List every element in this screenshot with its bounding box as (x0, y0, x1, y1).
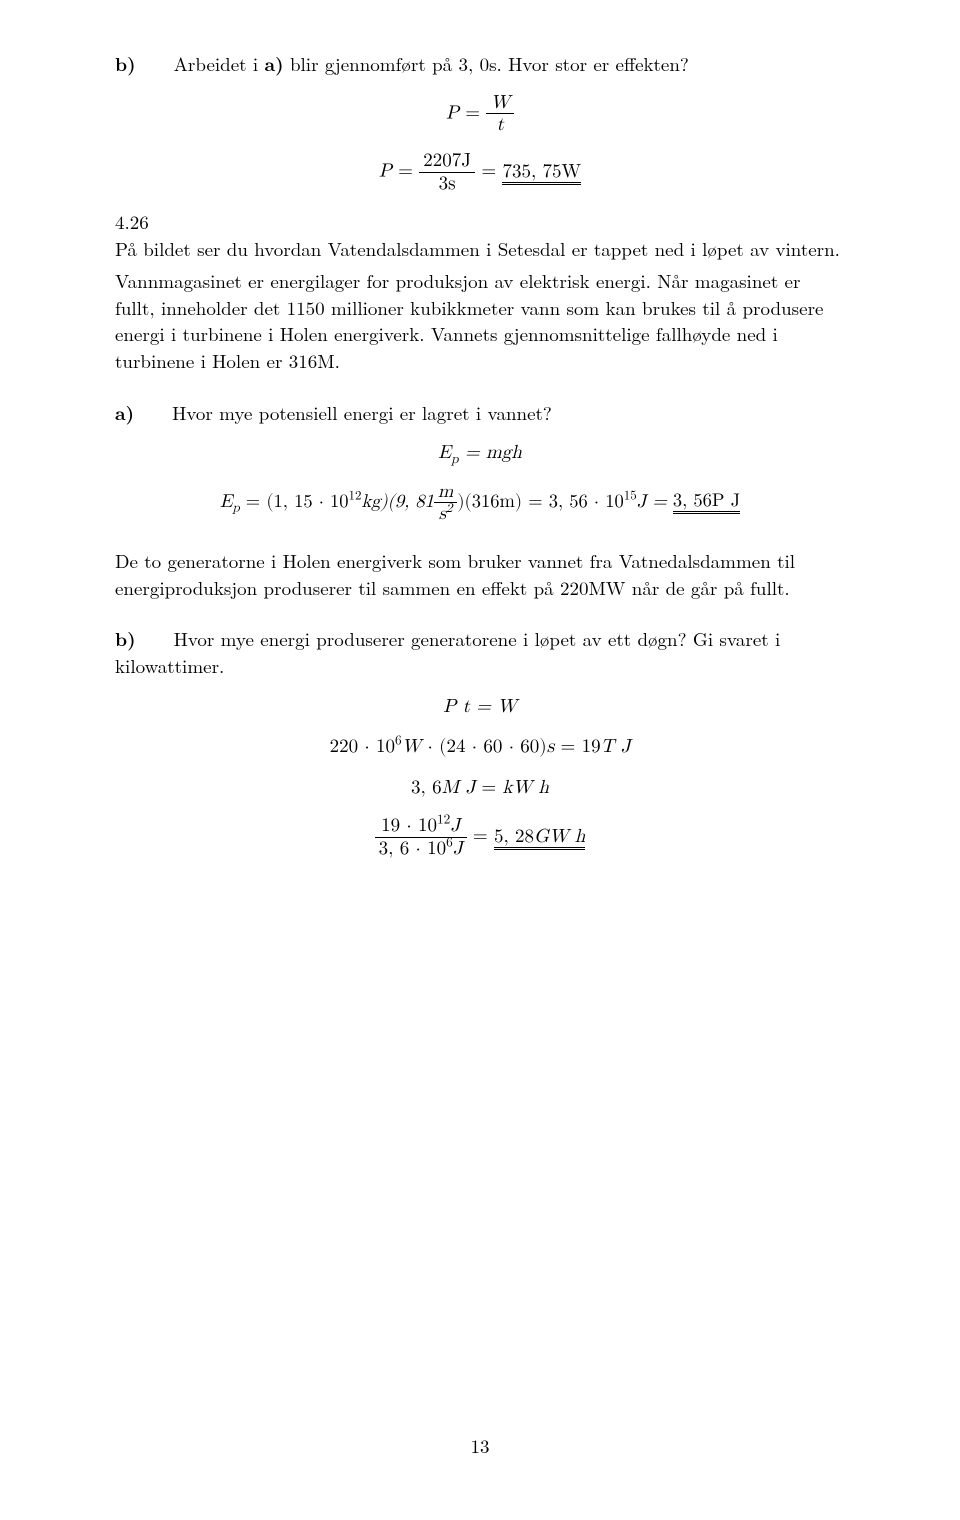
equation-ep-calc: Ep = (1, 15 · 1012kg)(9, 81ms2)(316m) = … (115, 481, 845, 525)
eq4-exp15: 15 (624, 489, 637, 502)
b2-text: Hvor mye energi produserer generatorene … (115, 625, 780, 679)
equation-pt-w: P t = W (115, 694, 845, 721)
p426-2: Vannmagasinet er energilager for produks… (115, 268, 845, 374)
eq2-num: 2207J (419, 150, 475, 173)
eq5: P t = W (443, 697, 517, 716)
label-b: b) (115, 49, 136, 77)
eq2-lhs: P (379, 162, 392, 181)
problem-b2-line: b) Hvor mye energi produserer generatore… (115, 625, 845, 679)
eq1-den: t (486, 114, 514, 136)
b-text-before: Arbeidet i (174, 50, 265, 77)
eq1-eq: = (459, 103, 486, 122)
eq2-result: 735, 75W (502, 162, 581, 185)
p426-1: På bildet ser du hvordan Vatendalsdammen… (115, 235, 840, 262)
eq4-kg: kg)(9, 81 (361, 491, 433, 510)
eq2-den: 3s (419, 173, 475, 195)
equation-power-def: P = Wt (115, 92, 845, 137)
page-number: 13 (0, 1433, 960, 1460)
section-4-26: 4.26 På bildet ser du hvordan Vatendalsd… (115, 209, 845, 262)
label-b2: b) (115, 624, 136, 652)
eq3-sub: p (451, 452, 458, 466)
label-a: a) (115, 398, 134, 426)
equation-ep-def: Ep = mgh (115, 440, 845, 467)
eq4-frac: ms2 (434, 481, 457, 525)
eq2-frac: 2207J3s (419, 150, 475, 195)
a-text: Hvor mye potensiell energi er lagret i v… (172, 399, 552, 426)
equation-power-calc: P = 2207J3s = 735, 75W (115, 150, 845, 195)
eq3-rhs: = mgh (459, 443, 522, 462)
eq8-num: 19 · 1012J (375, 815, 467, 838)
eq4-pre: = (1, 15 · 10 (240, 491, 349, 510)
eq8-result: 5, 28GW h (494, 827, 585, 850)
label-a-in-b: a) (265, 49, 284, 77)
eq4-final: 3, 56P J (673, 491, 740, 514)
equation-final-gwh: 19 · 1012J 3, 6 · 106J = 5, 28GW h (115, 815, 845, 860)
equation-energy-day: 220 · 106W · (24 · 60 · 60)s = 19T J (115, 734, 845, 761)
eq1-lhs: P (446, 103, 459, 122)
eq4-num: m (434, 481, 457, 503)
eq6-mid: W · (24 · 60 · 60)s = 19T J (402, 737, 631, 756)
eq8-frac: 19 · 1012J 3, 6 · 106J (375, 815, 467, 860)
p-after-a: De to generatorne i Holen energiverk som… (115, 548, 845, 601)
eq3-E: E (438, 443, 451, 462)
eq8-den: 3, 6 · 106J (375, 838, 467, 860)
eq4-den: s2 (434, 503, 457, 524)
eq6-exp6: 6 (395, 734, 402, 748)
equation-mj-kwh: 3, 6M J = kW h (115, 775, 845, 802)
document-page: b) Arbeidet i a) blir gjennomført på 3, … (0, 0, 960, 1520)
eq6-pre: 220 · 10 (330, 737, 395, 756)
sec-num: 4.26 (115, 208, 149, 235)
eq4-E: E (220, 491, 233, 510)
eq1-frac: Wt (486, 92, 514, 137)
problem-a-line: a) Hvor mye potensiell energi er lagret … (115, 399, 845, 427)
eq4-exp12: 12 (349, 489, 362, 502)
eq1-num: W (486, 92, 514, 115)
eq4-J: J = (637, 491, 673, 510)
b-text-after: blir gjennomført på 3, 0s. Hvor stor er … (284, 50, 689, 77)
eq4-after: )(316m) = 3, 56 · 10 (457, 491, 623, 510)
problem-b-line: b) Arbeidet i a) blir gjennomført på 3, … (115, 50, 845, 78)
